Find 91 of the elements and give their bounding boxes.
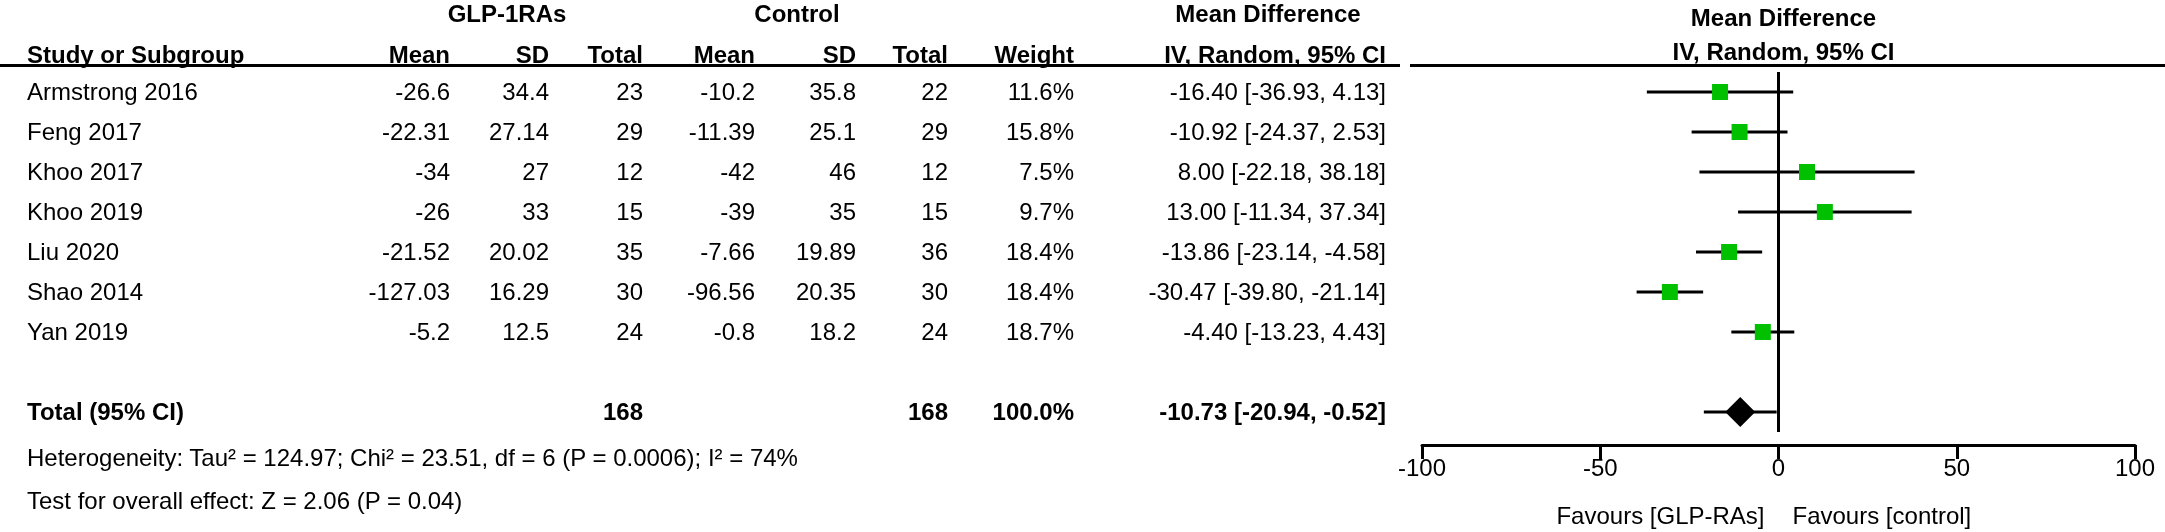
text: -13.86 [-23.14, -4.58]	[1161, 238, 1386, 265]
text: 36	[921, 238, 948, 265]
text: Mean Difference	[1174, 0, 1362, 28]
x-tick-label: 100	[2114, 453, 2156, 481]
text: -22.31	[381, 118, 450, 145]
text: 168	[907, 398, 948, 425]
text: Control	[753, 0, 841, 28]
text: -26.6	[395, 78, 450, 105]
text: -30.47 [-39.80, -21.14]	[1148, 278, 1386, 305]
text: 33	[522, 198, 549, 225]
text: -4.40 [-13.23, 4.43]	[1183, 318, 1386, 345]
text: 12	[616, 158, 643, 185]
text: 11.6%	[1007, 78, 1074, 105]
chart-subtitle: IV, Random, 95% CI	[1672, 37, 1895, 65]
category-label: Mean	[388, 41, 450, 68]
text: -10.2	[700, 78, 755, 105]
text: 15.8%	[1005, 118, 1074, 145]
category-label: Total	[587, 41, 643, 68]
text: 168	[602, 398, 643, 425]
text: 15	[921, 198, 948, 225]
text: Yan 2019	[27, 318, 128, 345]
text: 35.8	[809, 78, 856, 105]
category-label: SD	[515, 41, 549, 68]
text: -39	[720, 198, 755, 225]
text: -11.39	[688, 118, 755, 145]
text: Khoo 2017	[27, 158, 144, 185]
text: Favours [control]	[1792, 501, 1972, 529]
text: 18.7%	[1005, 318, 1074, 345]
text: Khoo 2019	[27, 198, 144, 225]
text: 23	[616, 78, 643, 105]
text: -10.92 [-24.37, 2.53]	[1169, 118, 1386, 145]
text: Armstrong 2016	[27, 78, 198, 105]
text: 15	[616, 198, 643, 225]
text: 12	[921, 158, 948, 185]
text: 24	[616, 318, 643, 345]
text: 20.35	[795, 278, 856, 305]
text: 25.1	[809, 118, 856, 145]
category-label: Study or Subgroup	[27, 41, 245, 69]
text: 35	[616, 238, 643, 265]
text: 18.4%	[1005, 238, 1074, 265]
category-label: Mean	[693, 41, 755, 68]
text: Shao 2014	[27, 278, 144, 305]
text: -42	[720, 158, 755, 185]
text: 16.29	[488, 278, 549, 305]
text: 22	[921, 78, 948, 105]
chart-title: Mean Difference	[1690, 3, 1877, 31]
text: GLP-1RAs	[446, 0, 568, 28]
text: 100.0%	[992, 398, 1074, 425]
text: -34	[415, 158, 450, 185]
text: 34.4	[502, 78, 549, 105]
text: 46	[829, 158, 856, 185]
text: Liu 2020	[27, 238, 120, 265]
text: -16.40 [-36.93, 4.13]	[1169, 78, 1386, 105]
text: -21.52	[381, 238, 450, 265]
category-label: Weight	[994, 41, 1074, 68]
text: 8.00 [-22.18, 38.18]	[1177, 158, 1386, 185]
text: -0.8	[713, 318, 755, 345]
text: 30	[921, 278, 948, 305]
text: Total (95% CI)	[27, 398, 184, 425]
category-label: Total	[892, 41, 948, 68]
text: 18.4%	[1005, 278, 1074, 305]
category-label: SD	[822, 41, 856, 68]
text: 29	[616, 118, 643, 145]
text: 27.14	[488, 118, 549, 145]
text: 9.7%	[1019, 198, 1074, 225]
text: Test for overall effect: Z = 2.06 (P = 0.04)	[27, 487, 463, 515]
text: 18.2	[809, 318, 856, 345]
text: -5.2	[408, 318, 450, 345]
text: 30	[616, 278, 643, 305]
text: 7.5%	[1019, 158, 1074, 185]
text: -127.03	[368, 278, 450, 305]
text: -26	[415, 198, 450, 225]
text: Heterogeneity: Tau² = 124.97; Chi² = 23.51, df = 6 (P = 0.0006); I² = 74%	[27, 444, 798, 472]
text: 27	[522, 158, 549, 185]
text: 12.5	[502, 318, 549, 345]
text: -96.56	[686, 278, 755, 305]
text: -10.73 [-20.94, -0.52]	[1159, 398, 1386, 425]
text: Favours [GLP-RAs]	[1556, 501, 1765, 529]
text: 29	[921, 118, 948, 145]
x-tick-label: 50	[1943, 453, 1971, 481]
text: Feng 2017	[27, 118, 142, 145]
text: -7.66	[700, 238, 755, 265]
category-label: IV, Random, 95% CI	[1163, 41, 1386, 69]
x-tick-label: -50	[1582, 453, 1618, 481]
text: 24	[921, 318, 948, 345]
text: 20.02	[488, 238, 549, 265]
text: 19.89	[795, 238, 856, 265]
text: 35	[829, 198, 856, 225]
x-tick-label: 0	[1771, 453, 1786, 481]
x-tick-label: -100	[1397, 453, 1447, 481]
text: 13.00 [-11.34, 37.34]	[1166, 198, 1386, 225]
